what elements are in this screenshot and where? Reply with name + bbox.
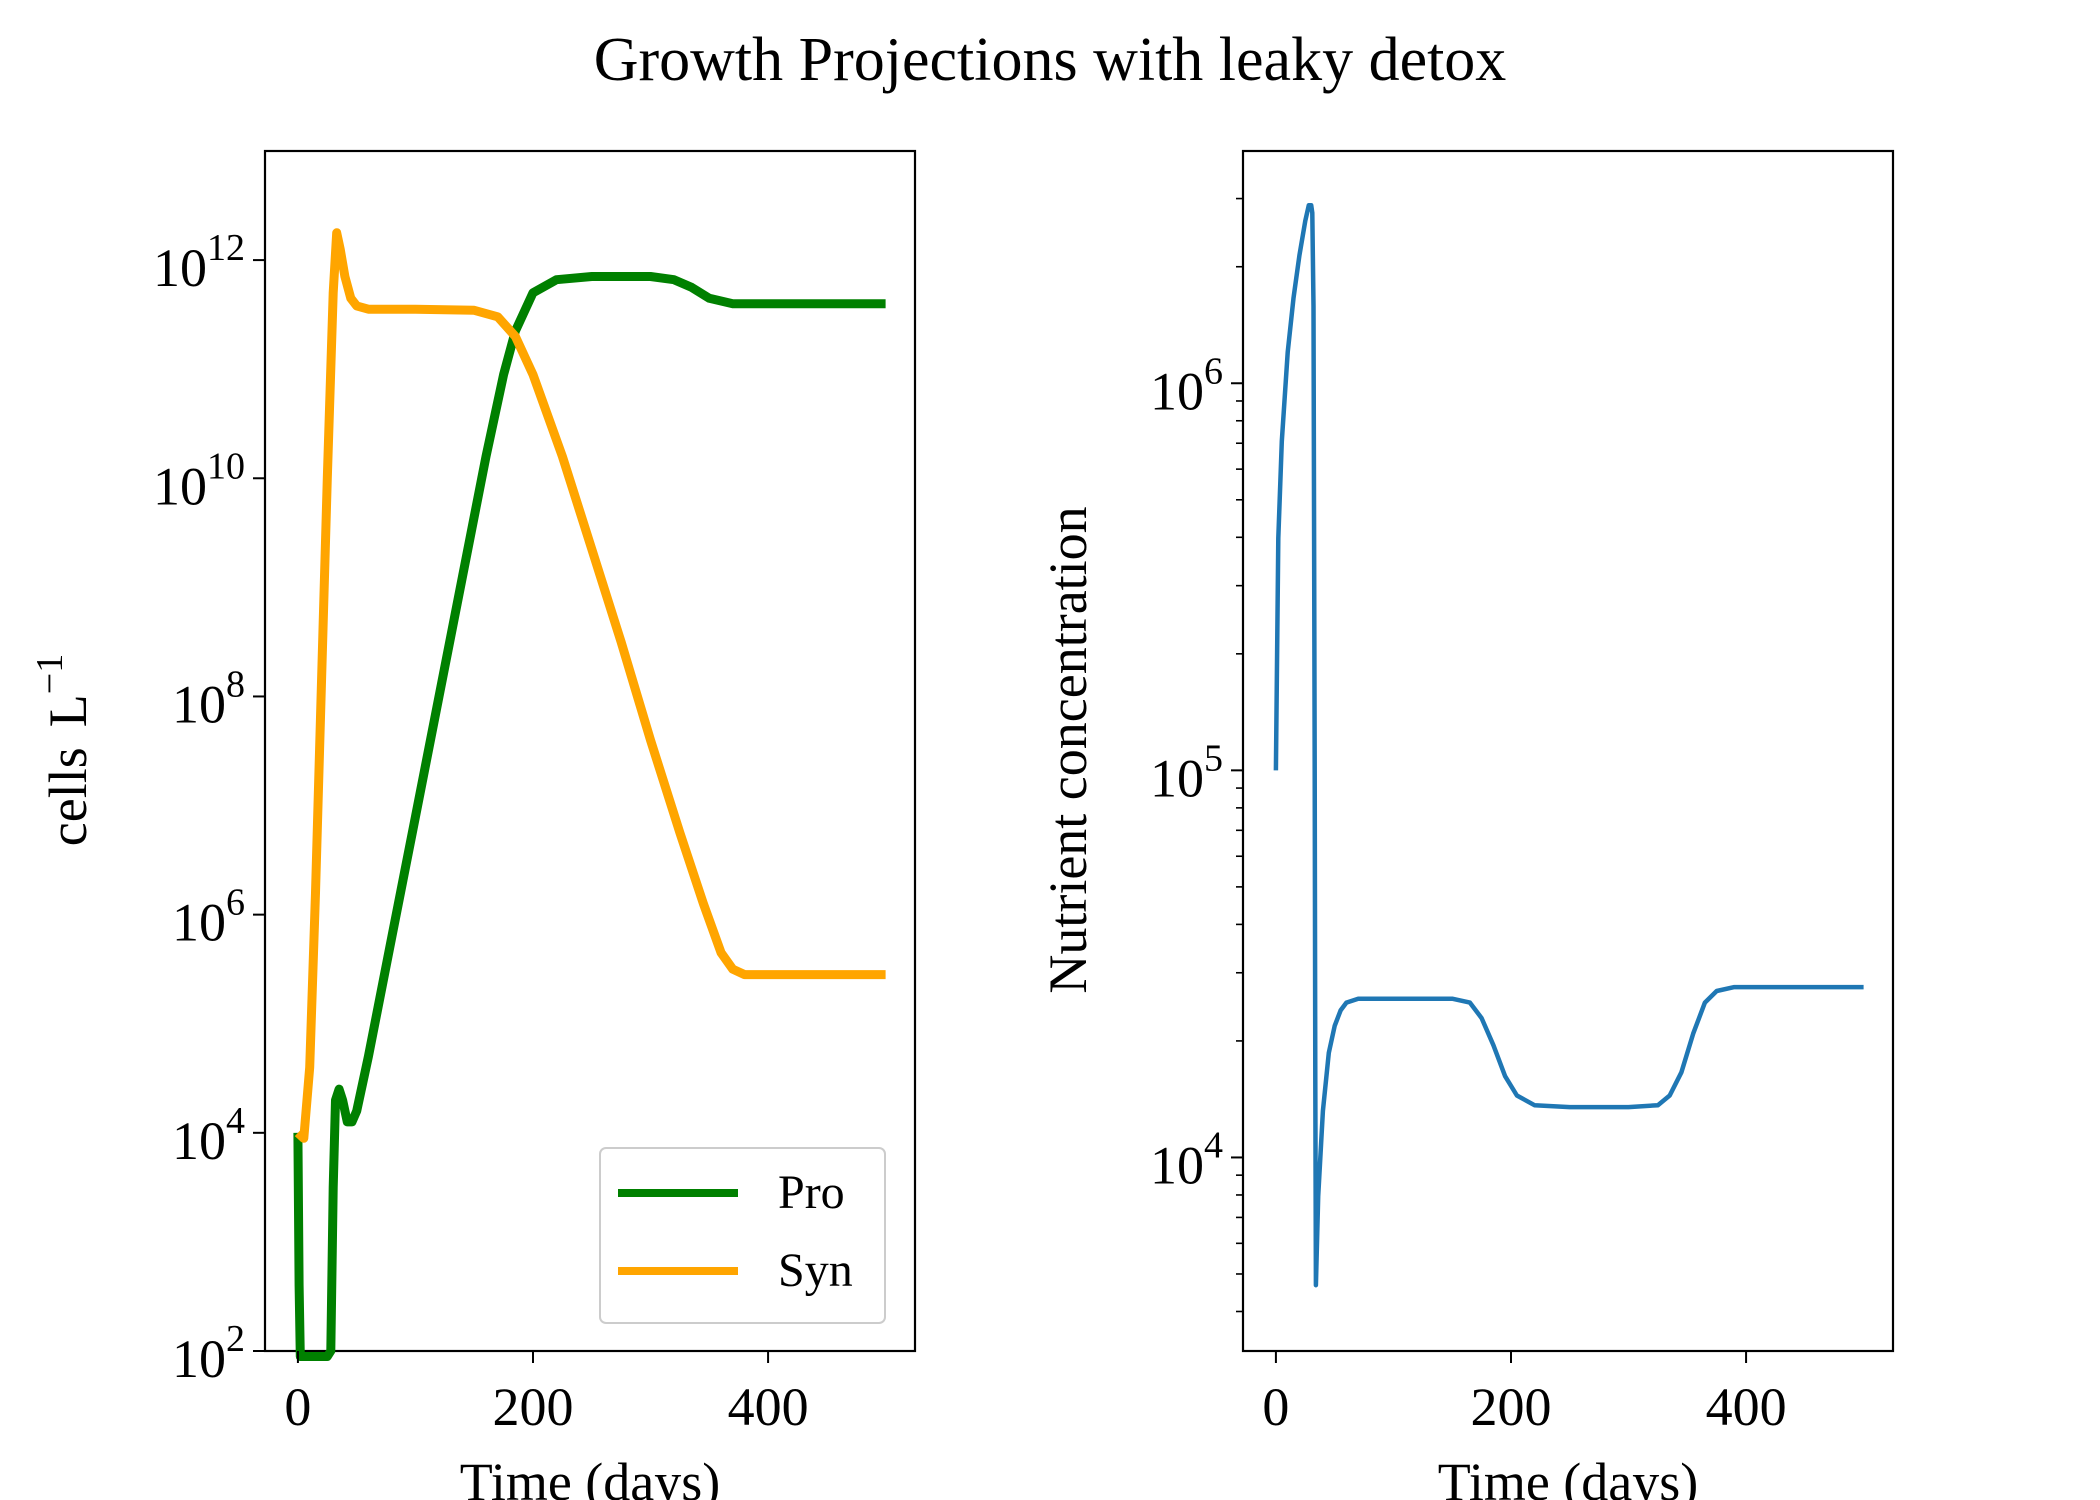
right-x-tick-label: 200 xyxy=(1470,1377,1551,1437)
left-series-line-syn xyxy=(294,228,886,1143)
left-x-tick-label: 200 xyxy=(492,1377,573,1437)
right-y-tick-exponent: 6 xyxy=(1204,350,1223,392)
right-y-axis-label: Nutrient concentration xyxy=(1038,506,1098,993)
right-plot-area xyxy=(1241,149,1895,1353)
left-y-tick-exponent: 10 xyxy=(207,445,245,487)
left-y-tick-label: 106 xyxy=(172,882,245,953)
left-series-line-pro xyxy=(293,272,886,1361)
right-x-axis-label: Time (days) xyxy=(1438,1452,1699,1500)
right-y-tick-exponent: 4 xyxy=(1204,1124,1223,1166)
right-x-ticks: 0 200 400 xyxy=(1262,1351,1787,1437)
left-y-axis-label: cells L−1 xyxy=(29,654,98,846)
right-series-line-0 xyxy=(1273,202,1864,1288)
left-y-axis-label-exp: −1 xyxy=(29,654,71,694)
left-y-tick-exponent: 2 xyxy=(226,1318,245,1360)
right-y-tick-base: 10 xyxy=(1150,1135,1204,1195)
left-y-tick-exponent: 12 xyxy=(207,227,245,269)
figure-title: Growth Projections with leaky detox xyxy=(594,26,1507,94)
left-y-tick-label: 102 xyxy=(172,1318,245,1389)
left-x-tick-label: 0 xyxy=(284,1377,311,1437)
right-y-tick-label: 104 xyxy=(1150,1124,1223,1195)
left-y-tick-exponent: 6 xyxy=(226,882,245,924)
right-y-tick-base: 10 xyxy=(1150,361,1204,421)
left-y-tick-base: 10 xyxy=(172,674,226,734)
left-y-tick-label: 104 xyxy=(172,1100,245,1171)
left-y-tick-base: 10 xyxy=(172,1329,226,1389)
right-y-tick-base: 10 xyxy=(1150,748,1204,808)
right-lines xyxy=(1273,202,1864,1288)
left-y-tick-base: 10 xyxy=(153,456,207,516)
left-y-tick-label: 1010 xyxy=(153,445,245,516)
right-y-tick-label: 105 xyxy=(1150,737,1223,808)
left-y-tick-label: 1012 xyxy=(153,227,245,298)
legend-label-syn: Syn xyxy=(778,1244,853,1297)
left-y-axis-label-unit: L xyxy=(38,694,98,727)
legend-label-pro: Pro xyxy=(778,1166,845,1219)
right-y-tick-exponent: 5 xyxy=(1204,737,1223,779)
left-y-tick-exponent: 4 xyxy=(226,1100,245,1142)
right-x-tick-label: 400 xyxy=(1706,1377,1787,1437)
left-x-ticks: 0 200 400 xyxy=(284,1351,809,1437)
right-y-tick-label: 106 xyxy=(1150,350,1223,421)
left-y-tick-base: 10 xyxy=(153,238,207,298)
left-plot-area xyxy=(263,149,917,1353)
left-x-axis-label: Time (days) xyxy=(460,1452,721,1500)
left-lines xyxy=(293,228,886,1361)
left-x-tick-label: 400 xyxy=(728,1377,809,1437)
legend: Pro Syn xyxy=(599,1147,886,1324)
left-y-axis-label-base: cells xyxy=(38,747,98,846)
left-y-tick-base: 10 xyxy=(172,893,226,953)
right-x-tick-label: 0 xyxy=(1262,1377,1289,1437)
left-y-tick-base: 10 xyxy=(172,1111,226,1171)
left-y-tick-label: 108 xyxy=(172,663,245,734)
left-y-tick-exponent: 8 xyxy=(226,663,245,705)
